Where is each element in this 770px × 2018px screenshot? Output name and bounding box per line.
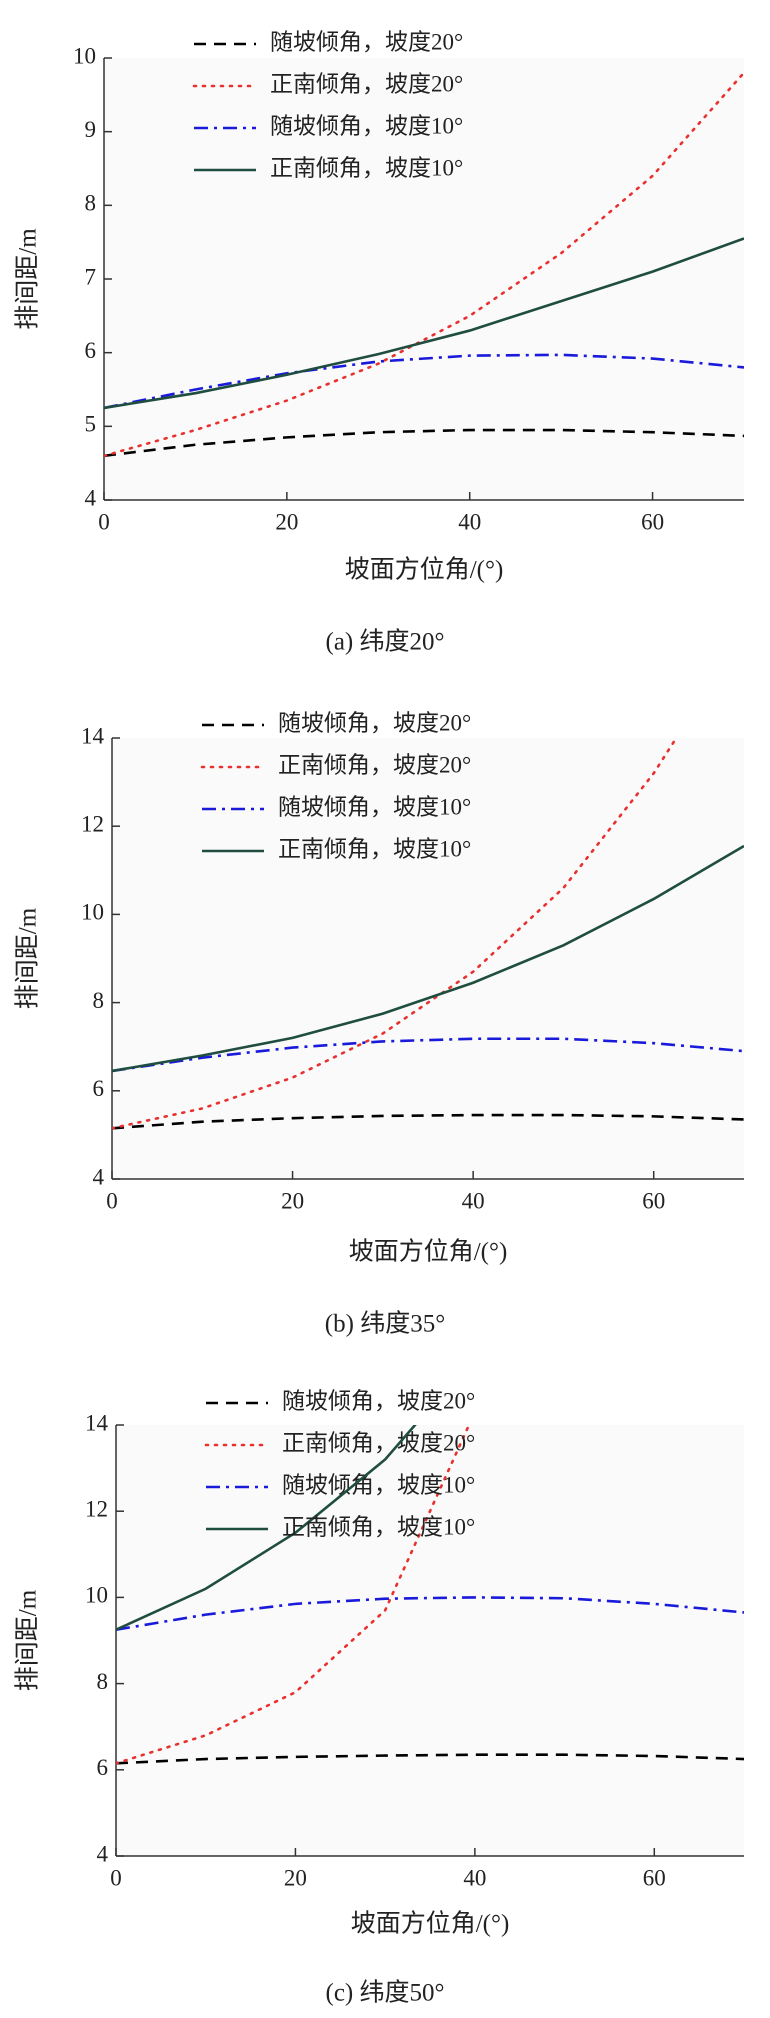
legend-label: 正南倾角，坡度20° <box>282 1430 475 1455</box>
series-line <box>116 1425 417 1631</box>
x-tick-label: 20 <box>275 509 298 534</box>
x-tick-label: 20 <box>281 1188 304 1213</box>
series-line <box>112 738 678 1130</box>
x-axis-label: 坡面方位角/(°) <box>349 1238 508 1266</box>
series-line <box>112 1037 744 1073</box>
series-line <box>104 237 744 410</box>
series-line <box>112 844 744 1073</box>
legend-label: 随坡倾角，坡度10° <box>278 794 471 819</box>
y-tick-label: 8 <box>93 988 105 1013</box>
caption: (b) 纬度35° <box>325 1310 445 1338</box>
x-tick-label: 40 <box>463 1865 486 1890</box>
y-tick-label: 7 <box>85 264 97 289</box>
y-tick-label: 8 <box>85 191 97 216</box>
x-axis-label: 坡面方位角/(°) <box>345 556 504 584</box>
plot-area <box>104 58 744 500</box>
x-tick-label: 40 <box>458 509 481 534</box>
x-tick-label: 40 <box>462 1188 485 1213</box>
y-tick-label: 8 <box>97 1669 109 1694</box>
x-tick-label: 60 <box>643 1865 666 1890</box>
y-tick-label: 6 <box>85 338 97 363</box>
y-tick-label: 6 <box>93 1076 105 1101</box>
legend-label: 正南倾角，坡度10° <box>282 1514 475 1539</box>
plot-area <box>112 738 744 1179</box>
x-tick-label: 20 <box>284 1865 307 1890</box>
y-tick-label: 12 <box>85 1496 108 1521</box>
y-tick-label: 10 <box>73 43 96 68</box>
x-tick-label: 60 <box>642 1188 665 1213</box>
y-tick-label: 14 <box>81 723 105 748</box>
series-line <box>112 1113 744 1130</box>
series-line <box>104 353 744 410</box>
x-axis-label: 坡面方位角/(°) <box>351 1910 510 1938</box>
y-axis-label: 排间距/m <box>14 907 42 1009</box>
x-tick-label: 0 <box>106 1188 118 1213</box>
legend-label: 正南倾角，坡度10° <box>270 155 463 180</box>
series-line <box>104 428 744 458</box>
y-tick-label: 12 <box>81 811 104 836</box>
legend-label: 正南倾角，坡度20° <box>278 752 471 777</box>
y-axis-label: 排间距/m <box>14 1589 42 1691</box>
series-line <box>116 1596 744 1632</box>
caption: (a) 纬度20° <box>326 628 445 656</box>
y-tick-label: 10 <box>81 900 104 925</box>
y-tick-label: 10 <box>85 1583 108 1608</box>
series-line <box>104 71 744 458</box>
legend-label: 随坡倾角，坡度10° <box>282 1472 475 1497</box>
legend-label: 随坡倾角，坡度10° <box>270 113 463 138</box>
y-tick-label: 6 <box>97 1755 109 1780</box>
y-tick-label: 4 <box>97 1841 109 1866</box>
y-tick-label: 14 <box>85 1410 109 1435</box>
y-tick-label: 4 <box>85 485 97 510</box>
y-axis-label: 排间距/m <box>14 228 42 330</box>
legend-label: 正南倾角，坡度10° <box>278 836 471 861</box>
y-tick-label: 5 <box>85 412 97 437</box>
series-line <box>116 1425 471 1765</box>
y-tick-label: 9 <box>85 117 97 142</box>
x-tick-label: 0 <box>110 1865 122 1890</box>
y-tick-label: 4 <box>93 1164 105 1189</box>
legend-label: 正南倾角，坡度20° <box>270 71 463 96</box>
caption: (c) 纬度50° <box>326 1979 445 2007</box>
x-tick-label: 60 <box>641 509 664 534</box>
series-line <box>116 1753 744 1765</box>
plot-area <box>116 1425 744 1856</box>
legend-label: 随坡倾角，坡度20° <box>282 1388 475 1413</box>
legend-label: 随坡倾角，坡度20° <box>278 710 471 735</box>
legend-label: 随坡倾角，坡度20° <box>270 29 463 54</box>
x-tick-label: 0 <box>98 509 110 534</box>
